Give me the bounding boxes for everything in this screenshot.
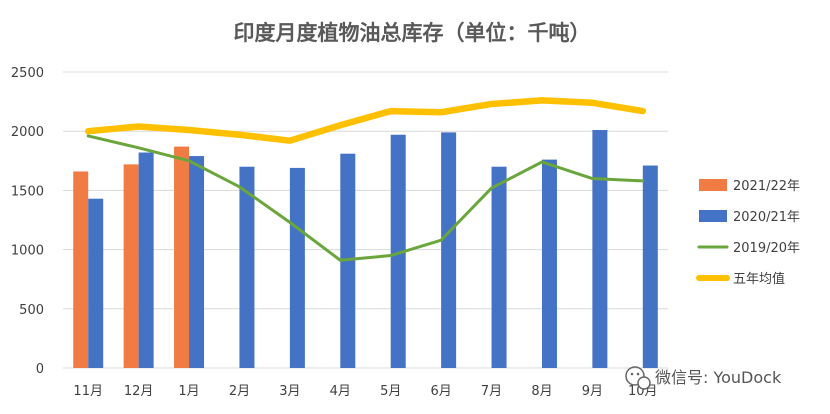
bar <box>491 166 507 368</box>
bar <box>123 164 139 368</box>
bars <box>73 130 658 368</box>
bar <box>239 166 255 368</box>
y-tick-label: 1500 <box>11 184 44 199</box>
x-tick-label: 11月 <box>73 384 103 399</box>
lines <box>84 97 647 262</box>
bar <box>541 159 557 368</box>
x-tick-label: 9月 <box>582 384 603 399</box>
wechat-icon <box>625 366 651 390</box>
x-tick-label: 12月 <box>124 384 154 399</box>
legend-label: 2021/22年 <box>733 179 800 194</box>
bar <box>592 130 608 368</box>
bar <box>88 198 104 368</box>
x-tick-label: 8月 <box>531 384 552 399</box>
bar <box>189 156 205 368</box>
series-line <box>86 134 645 262</box>
bar <box>174 146 190 368</box>
watermark-text: 微信号: YouDock <box>655 368 782 387</box>
y-tick-label: 500 <box>19 303 44 318</box>
y-axis: 0 500 1000 1500 2000 2500 <box>11 66 44 377</box>
bar <box>441 132 457 368</box>
legend-label: 2019/20年 <box>733 241 800 256</box>
x-tick-label: 2月 <box>229 384 250 399</box>
x-axis: 11月 12月 1月 2月 3月 4月 5月 6月 7月 8月 9月 10月 <box>73 384 657 399</box>
legend-label: 2020/21年 <box>733 210 800 225</box>
y-tick-label: 2500 <box>11 66 44 81</box>
watermark: 微信号: YouDock <box>625 366 782 390</box>
chart-title: 印度月度植物油总库存（单位：千吨） <box>234 21 591 45</box>
y-tick-label: 0 <box>36 362 44 377</box>
legend-swatch <box>699 179 727 191</box>
series-line <box>84 97 647 144</box>
y-tick-label: 2000 <box>11 125 44 140</box>
x-tick-label: 6月 <box>430 384 451 399</box>
x-tick-label: 3月 <box>279 384 300 399</box>
x-tick-label: 10月 <box>628 384 658 399</box>
bar <box>289 167 305 368</box>
x-tick-label: 1月 <box>178 384 199 399</box>
x-tick-label: 5月 <box>380 384 401 399</box>
x-tick-label: 7月 <box>481 384 502 399</box>
legend-label: 五年均值 <box>733 271 785 287</box>
bar <box>390 134 406 368</box>
bar <box>642 165 658 368</box>
bar <box>138 152 154 368</box>
x-tick-label: 4月 <box>330 384 351 399</box>
y-tick-label: 1000 <box>11 244 44 259</box>
bar <box>73 171 89 368</box>
legend-swatch <box>699 210 727 222</box>
